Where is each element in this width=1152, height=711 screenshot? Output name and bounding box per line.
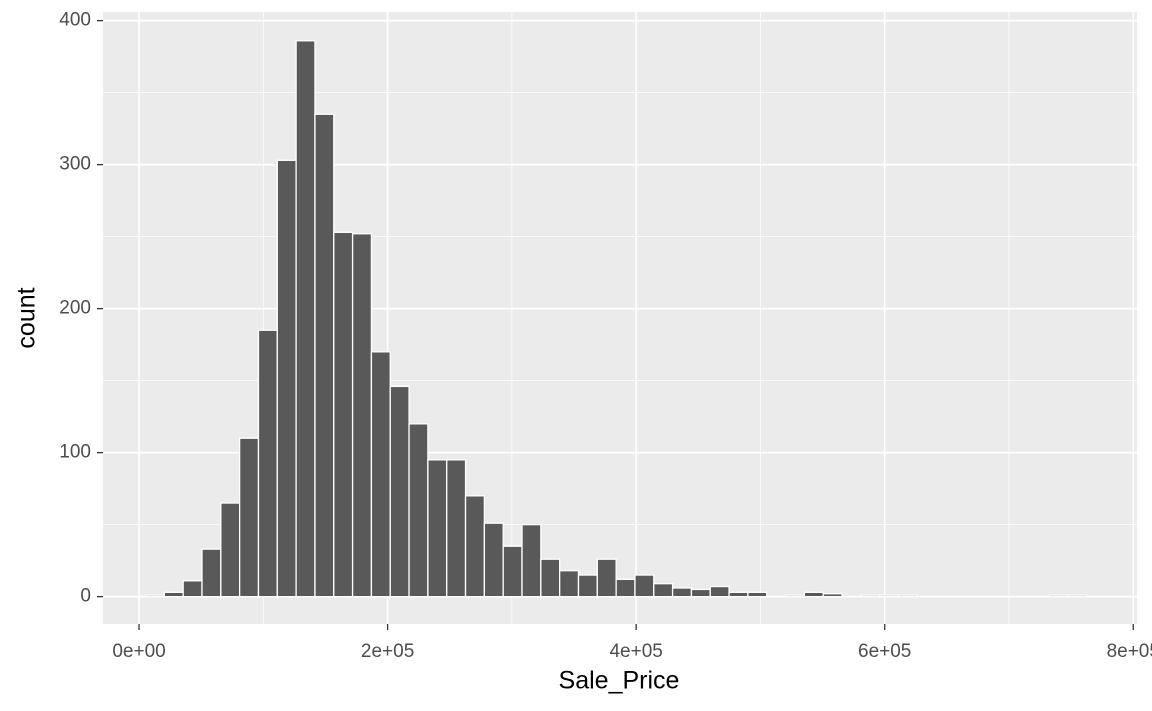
y-tick-label: 200 (59, 298, 91, 319)
bar (201, 548, 222, 598)
bar (238, 437, 260, 598)
x-axis-title: Sale_Price (559, 667, 680, 695)
bar (709, 585, 730, 598)
y-tick-label: 0 (80, 586, 91, 607)
x-tick-label: 2e+05 (361, 641, 414, 662)
bar (728, 591, 749, 598)
bar (314, 113, 335, 598)
bar (879, 594, 900, 598)
bar (1048, 594, 1069, 598)
bar (860, 594, 881, 598)
bar (803, 591, 824, 598)
bar (464, 495, 486, 598)
y-tick-label: 100 (59, 442, 91, 463)
bar (163, 591, 184, 598)
bar (483, 522, 504, 598)
bar (502, 545, 523, 598)
bar (784, 594, 806, 598)
x-tick-label: 4e+05 (609, 641, 662, 662)
y-tick-label: 400 (59, 10, 91, 31)
bar (897, 594, 918, 598)
bar (577, 574, 598, 598)
bar (295, 40, 316, 598)
bar (615, 578, 636, 598)
bar (276, 159, 297, 598)
bar (333, 231, 354, 598)
x-tick-label: 0e+00 (112, 641, 165, 662)
y-axis-title: count (13, 287, 41, 348)
bar (389, 385, 410, 598)
bar (653, 583, 674, 598)
bar (822, 593, 843, 598)
bar (1067, 594, 1088, 598)
bar (220, 502, 241, 598)
bar (446, 459, 467, 598)
bar (596, 558, 617, 598)
bar (257, 329, 278, 598)
bar (408, 423, 429, 598)
bar (671, 587, 693, 598)
bar (540, 558, 561, 598)
bar (144, 594, 165, 598)
bar (634, 574, 655, 598)
bar (351, 233, 373, 598)
x-tick-label: 6e+05 (858, 641, 911, 662)
y-tick-label: 300 (59, 154, 91, 175)
bar (690, 588, 711, 598)
bar (559, 570, 580, 598)
bar (182, 580, 203, 598)
bar (521, 523, 542, 598)
bar (747, 591, 768, 598)
bar (427, 459, 448, 598)
bar (370, 351, 391, 598)
x-tick-label: 8e+05 (1107, 641, 1152, 662)
